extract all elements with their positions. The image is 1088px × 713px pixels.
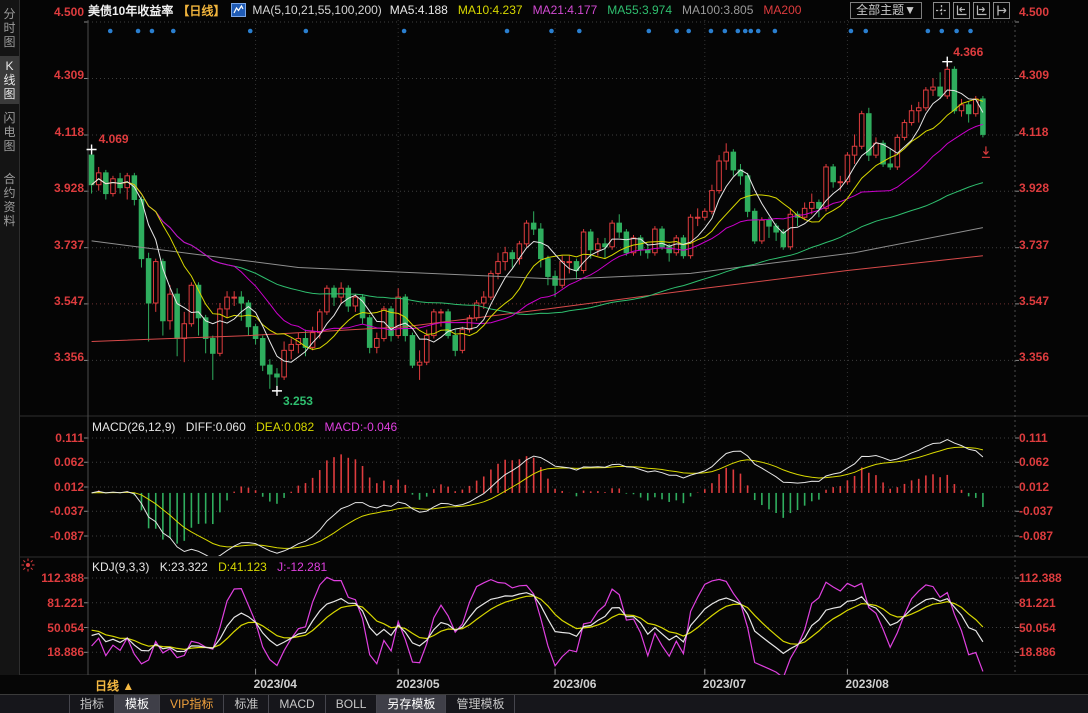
period-selector[interactable]: 日线 ▲: [95, 677, 134, 694]
kdj-y-label-right-3: 18.886: [1019, 645, 1088, 659]
x-axis-label-3: 2023/07: [703, 677, 746, 691]
bottom-tab-bar: 指标模板VIP指标标准MACDBOLL另存模板管理模板: [0, 694, 1088, 713]
kline-y-label-right-3: 3.928: [1019, 181, 1088, 195]
kline-y-label-right-2: 4.118: [1019, 125, 1088, 139]
x-axis-label-0: 2023/04: [254, 677, 297, 691]
kline-y-label-right-1: 4.309: [1019, 68, 1088, 82]
macd-dea-value: DEA:0.082: [256, 420, 314, 434]
ma100-value: MA100:3.805: [682, 3, 753, 17]
sidebar-item-3[interactable]: 合约资料: [0, 169, 19, 231]
kdj-y-label-left-1: 81.221: [22, 596, 84, 610]
kline-y-label-right-6: 3.356: [1019, 350, 1088, 364]
annotation-high-4069: 4.069: [99, 132, 129, 146]
pan-right-icon[interactable]: [993, 2, 1010, 19]
kline-y-label-left-5: 3.547: [22, 294, 84, 308]
ma55-value: MA55:3.974: [607, 3, 672, 17]
ma5-value: MA5:4.188: [390, 3, 448, 17]
macd-y-label-right-0: 0.111: [1019, 431, 1088, 445]
tab-4[interactable]: MACD: [268, 695, 324, 713]
tab-5[interactable]: BOLL: [325, 695, 377, 713]
macd-y-label-left-1: 0.062: [22, 455, 84, 469]
candlestick-series[interactable]: [89, 62, 985, 391]
tab-7[interactable]: 管理模板: [445, 695, 515, 713]
kline-y-label-left-1: 4.309: [22, 68, 84, 82]
kline-chart-canvas[interactable]: [0, 0, 1088, 713]
instrument-title: 美债10年收益率: [88, 2, 173, 19]
kdj-y-label-left-3: 18.886: [22, 645, 84, 659]
top-bar: 美债10年收益率 【日线】 MA(5,10,21,55,100,200) MA5…: [20, 0, 1088, 20]
macd-header: MACD(26,12,9) DIFF:0.060 DEA:0.082 MACD:…: [92, 420, 404, 434]
kline-y-label-right-5: 3.547: [1019, 294, 1088, 308]
indicator-alert-icon[interactable]: [21, 558, 35, 572]
theme-dropdown-button[interactable]: 全部主题▼: [850, 2, 922, 19]
kdj-d-value: D:41.123: [218, 560, 267, 574]
tab-0[interactable]: 指标: [69, 695, 114, 713]
period-tag: 【日线】: [177, 2, 225, 19]
ma-values: MA5:4.188 MA10:4.237 MA21:4.177 MA55:3.974 M…: [390, 3, 812, 17]
macd-diff-value: DIFF:0.060: [186, 420, 246, 434]
x-axis-row: 日线 ▲ 2023/04 2023/05 2023/06 2023/07 2023/08: [0, 675, 1088, 694]
kline-y-label-right-4: 3.737: [1019, 238, 1088, 252]
macd-params[interactable]: MACD(26,12,9): [92, 420, 175, 434]
tab-1[interactable]: 模板: [114, 695, 159, 713]
kdj-y-label-right-1: 81.221: [1019, 596, 1088, 610]
x-axis-label-4: 2023/08: [845, 677, 888, 691]
x-axis-label-1: 2023/05: [396, 677, 439, 691]
kdj-k-value: K:23.322: [160, 560, 208, 574]
event-marker-dots[interactable]: [108, 29, 973, 34]
shift-axis-left-icon[interactable]: [953, 2, 970, 19]
kline-y-label-left-6: 3.356: [22, 350, 84, 364]
left-sidebar: 分时图 K线图闪电图合约资料: [0, 0, 20, 675]
ma200-value: MA200: [763, 3, 801, 17]
sidebar-item-2[interactable]: 闪电图: [0, 108, 19, 156]
tab-6[interactable]: 另存模板: [376, 695, 445, 713]
kline-y-label-left-2: 4.118: [22, 125, 84, 139]
app-window: 分时图 K线图闪电图合约资料 美债10年收益率 【日线】 MA(5,10,21,5…: [0, 0, 1088, 713]
tab-2[interactable]: VIP指标: [159, 695, 223, 713]
macd-y-label-right-1: 0.062: [1019, 455, 1088, 469]
ma-params-label: MA(5,10,21,55,100,200): [252, 3, 381, 17]
kline-y-label-left-4: 3.737: [22, 238, 84, 252]
annotation-low-3253: 3.253: [283, 394, 313, 408]
shift-axis-right-icon[interactable]: [973, 2, 990, 19]
ma10-value: MA10:4.237: [458, 3, 523, 17]
kdj-params[interactable]: KDJ(9,3,3): [92, 560, 149, 574]
x-axis-label-2: 2023/06: [553, 677, 596, 691]
kdj-y-label-left-2: 50.054: [22, 621, 84, 635]
latest-price-marker: [982, 146, 990, 157]
macd-hist-value: MACD:-0.046: [324, 420, 397, 434]
macd-y-label-left-2: 0.012: [22, 480, 84, 494]
indicator-chart-icon[interactable]: [231, 3, 246, 17]
macd-panel-series[interactable]: [92, 454, 983, 543]
annotation-peak-4366: 4.366: [953, 45, 983, 59]
macd-y-label-right-4: -0.087: [1019, 529, 1088, 543]
tab-3[interactable]: 标准: [223, 695, 268, 713]
kdj-j-value: J:-12.281: [277, 560, 327, 574]
kdj-y-label-right-2: 50.054: [1019, 621, 1088, 635]
macd-y-label-right-2: 0.012: [1019, 480, 1088, 494]
macd-y-label-left-3: -0.037: [22, 504, 84, 518]
macd-y-label-right-3: -0.037: [1019, 504, 1088, 518]
ma21-value: MA21:4.177: [533, 3, 598, 17]
macd-y-label-left-4: -0.087: [22, 529, 84, 543]
macd-y-label-left-0: 0.111: [22, 431, 84, 445]
sidebar-item-0[interactable]: 分时图: [0, 4, 19, 52]
sidebar-item-1[interactable]: K线图: [0, 56, 19, 104]
kdj-y-label-left-0: 112.388: [22, 571, 84, 585]
kdj-y-label-right-0: 112.388: [1019, 571, 1088, 585]
kline-y-label-left-3: 3.928: [22, 181, 84, 195]
kdj-header: KDJ(9,3,3) K:23.322 D:41.123 J:-12.281: [92, 560, 334, 574]
crosshair-icon[interactable]: [933, 2, 950, 19]
